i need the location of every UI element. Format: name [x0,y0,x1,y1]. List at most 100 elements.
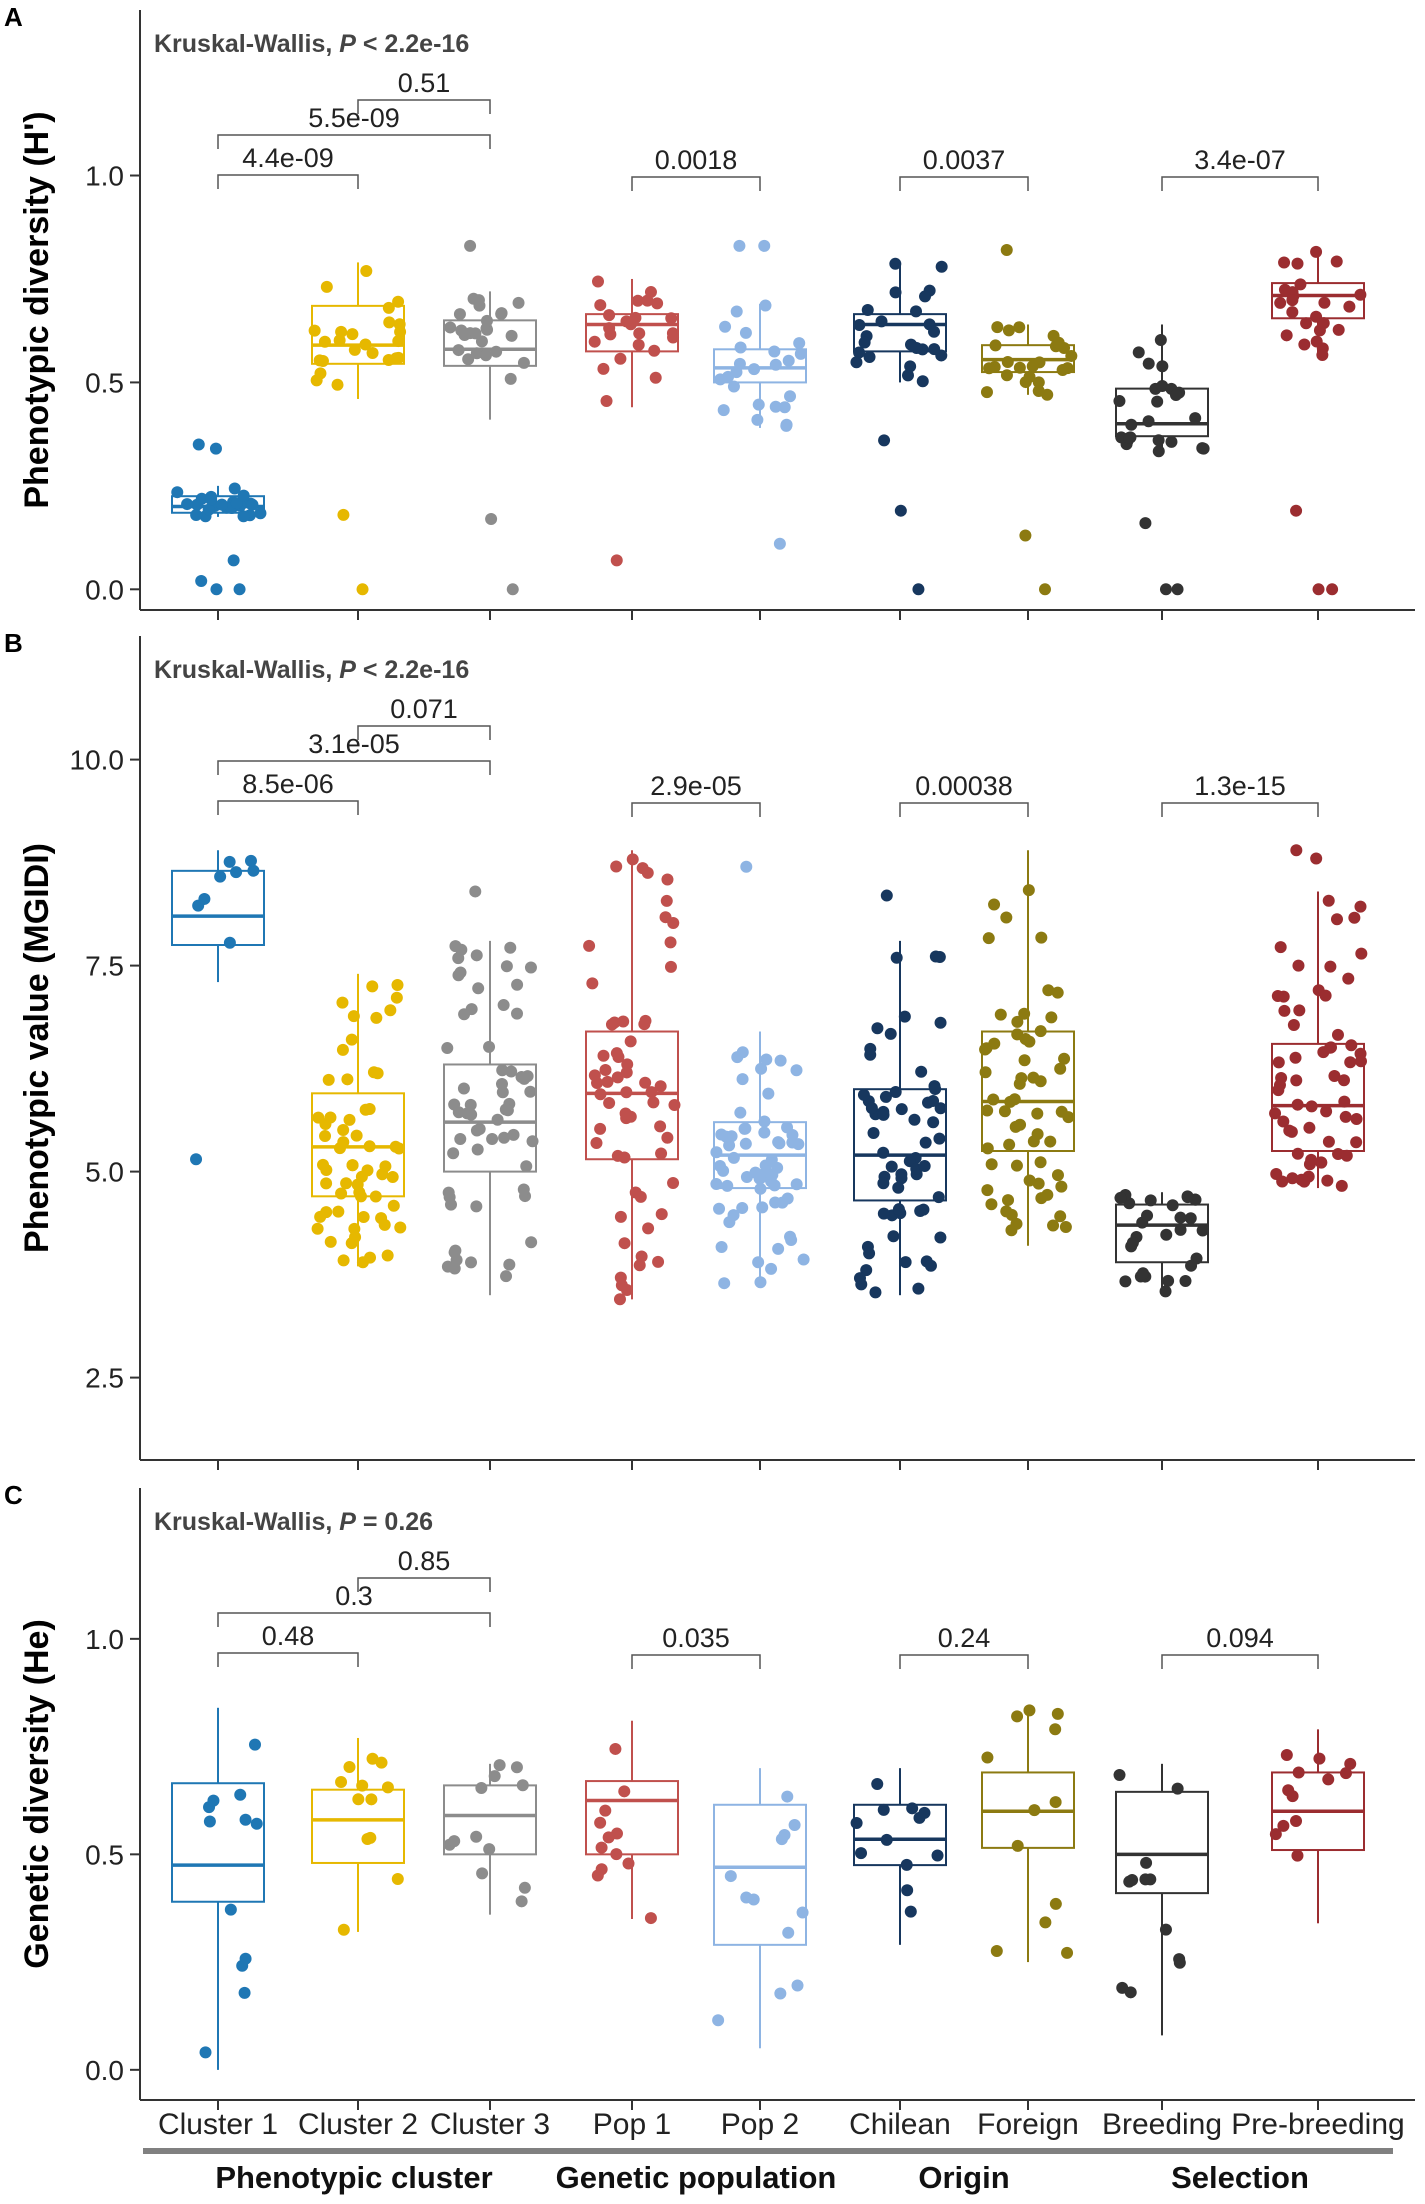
data-point [1023,1704,1036,1717]
bracket-line [1161,1654,1319,1669]
data-point [981,1104,994,1117]
data-point [203,1815,216,1828]
data-point [636,862,649,875]
data-point [769,400,782,413]
panel-b: B Kruskal-Wallis, P < 2.2e-16 Phenotypic v… [4,628,1415,1470]
data-point [1005,1208,1018,1221]
bracket-line [357,99,491,114]
data-point [453,308,466,321]
data-point [470,347,483,360]
data-point [885,1160,898,1173]
data-point [348,343,361,356]
data-point [375,1212,388,1225]
data-point [1286,306,1299,319]
outlier-point [210,583,223,596]
data-point [450,1253,463,1266]
bracket-line [217,800,359,815]
data-point [918,1160,931,1173]
data-point [929,950,942,963]
data-point [738,1122,751,1135]
data-point [371,1067,384,1080]
comparison-bracket: 0.24 [899,1623,1029,1669]
data-point [381,1249,394,1262]
data-point [452,1106,465,1119]
data-point [1322,894,1335,907]
data-point [740,1170,753,1183]
data-point [1286,294,1299,307]
data-point [895,1172,908,1185]
data-point [1173,1953,1186,1966]
data-point [655,1208,668,1221]
data-point [877,1803,890,1816]
data-point [1160,1228,1173,1241]
data-point [1330,255,1343,268]
data-point [924,1259,937,1272]
data-point [931,1849,944,1862]
data-point [901,369,914,382]
data-point [769,358,782,371]
data-point [386,1171,399,1184]
data-point [394,325,407,338]
data-point [1298,1175,1311,1188]
data-point [472,982,485,995]
data-point [1065,349,1078,362]
data-point [199,2046,212,2059]
data-point [1292,1766,1305,1779]
comparison-bracket: 8.5e-06 [217,769,359,815]
panel-label: C [4,1480,23,1510]
data-point [476,1867,489,1880]
outlier-point [1290,504,1303,517]
data-point [1141,1209,1154,1222]
bracket-line [631,176,761,191]
data-point [336,996,349,1009]
data-point [239,1952,252,1965]
data-point [617,1015,630,1028]
box-chilean [853,889,947,1299]
data-point [858,336,871,349]
comparison-p-value: 5.5e-09 [308,103,400,133]
data-point [1018,1054,1031,1067]
data-point [727,1151,740,1164]
group-label-genetic-population: Genetic population [556,2160,837,2195]
data-point [1049,1897,1062,1910]
data-point [464,1098,477,1111]
data-point [392,335,405,348]
data-point [712,2014,725,2027]
data-point [760,1053,773,1066]
data-point [752,1256,765,1269]
data-point [1013,321,1026,334]
kw-prefix: Kruskal-Wallis, [154,1508,339,1536]
data-point [1000,369,1013,382]
outlier-point [190,1153,203,1166]
comparison-bracket: 0.071 [357,694,491,740]
data-point [1300,317,1313,330]
x-tick-label-cluster-1: Cluster 1 [158,2108,278,2141]
data-point [359,338,372,351]
data-point [483,1040,496,1053]
data-point [1332,1147,1345,1160]
data-point [1047,1219,1060,1232]
data-point [929,1082,942,1095]
data-point [1049,1723,1062,1736]
data-point [782,1926,795,1939]
comparison-bracket: 5.5e-09 [217,103,491,149]
y-axis-title: Phenotypic value (MGIDI) [18,843,56,1253]
data-point [470,1124,483,1137]
data-point [1332,323,1345,336]
box-iqr [443,1063,537,1173]
data-point [919,1136,932,1149]
data-point [462,353,475,366]
data-point [320,1177,333,1190]
bracket-line [899,802,1029,817]
data-point [1011,1015,1024,1028]
box-cluster-1 [171,1707,265,2070]
data-point [351,1178,364,1191]
data-point [1113,1768,1126,1781]
data-point [1023,370,1036,383]
data-point [603,1096,616,1109]
data-point [365,1793,378,1806]
comparison-p-value: 0.51 [398,68,451,98]
data-point [981,1751,994,1764]
comparison-bracket: 3.4e-07 [1161,145,1319,191]
